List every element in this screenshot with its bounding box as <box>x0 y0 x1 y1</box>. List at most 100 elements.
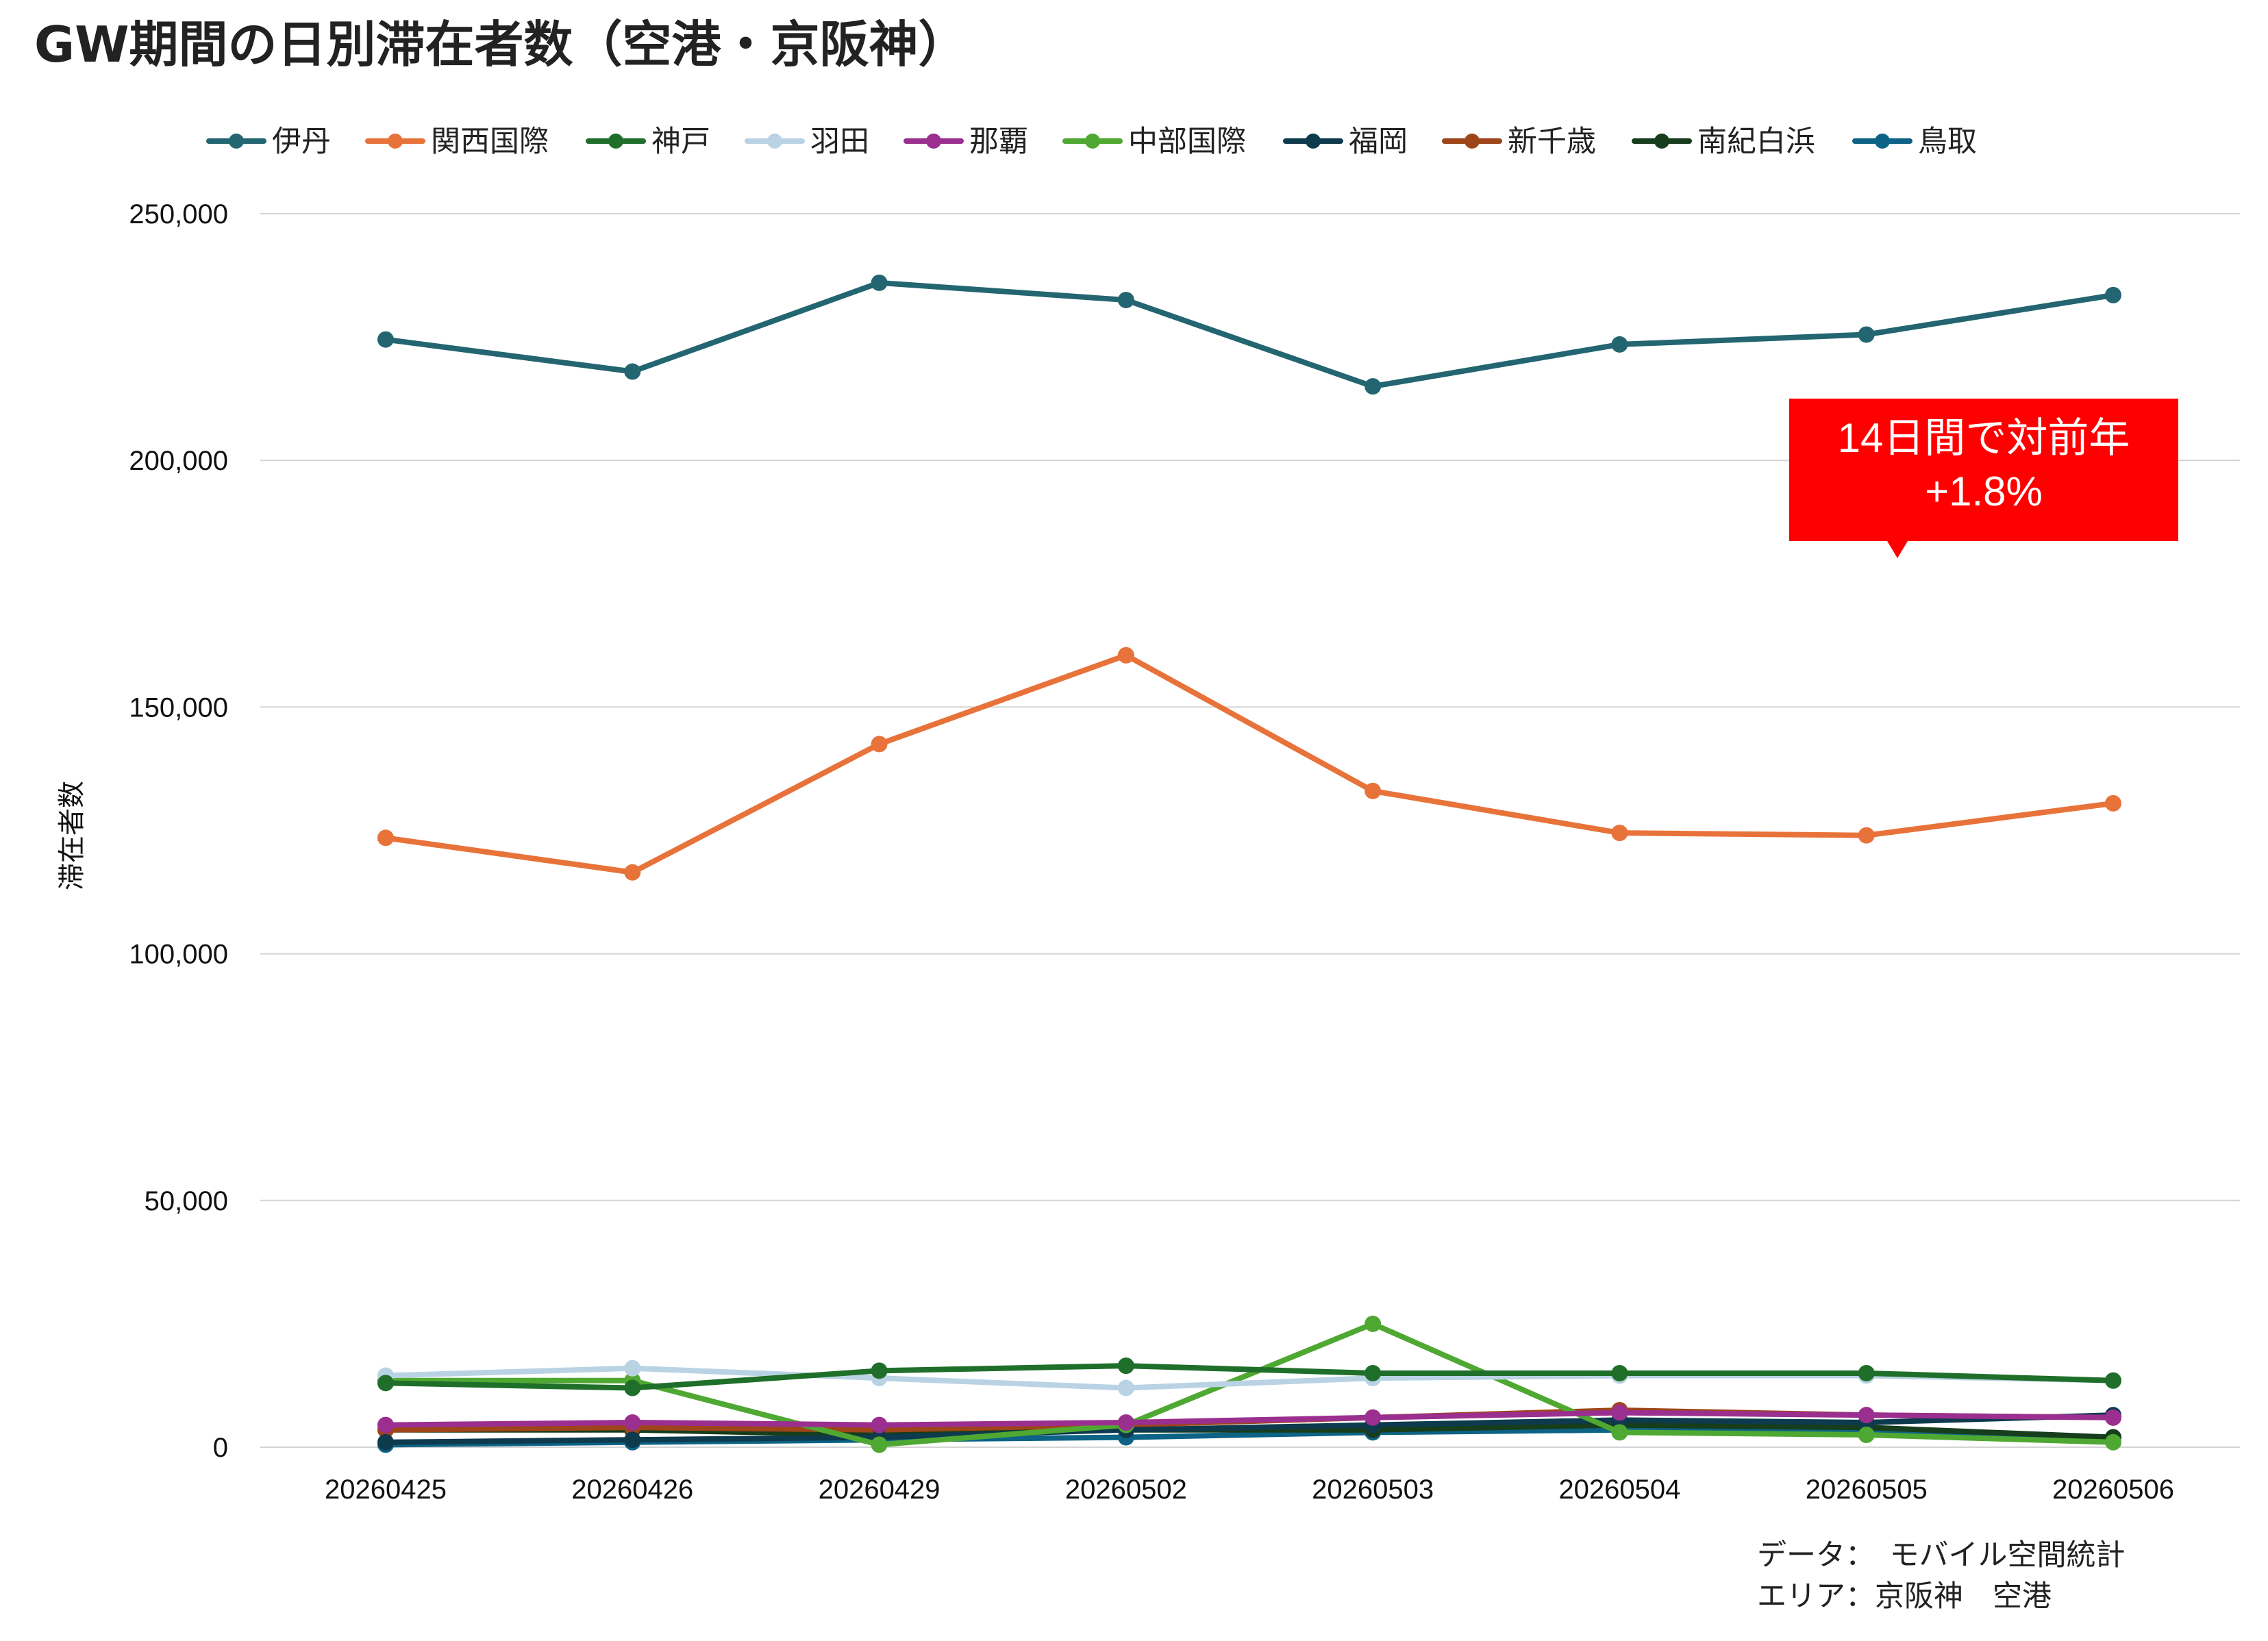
x-tick-label: 20260506 <box>2052 1475 2174 1505</box>
series-lines <box>377 274 2121 1453</box>
series-line <box>383 1412 2116 1445</box>
y-tick-label: 50,000 <box>145 1186 228 1216</box>
legend-item: 中部国際 <box>1062 125 1246 159</box>
legend-item: 新千歳 <box>1442 125 1596 159</box>
y-axis: 0 50,000 100,000 150,000 200,000 250,000 <box>129 199 228 1463</box>
data-point <box>1117 1357 1134 1375</box>
data-point <box>1364 1315 1382 1332</box>
data-point <box>2105 794 2121 812</box>
data-point <box>377 829 394 847</box>
y-tick-label: 100,000 <box>129 940 228 970</box>
legend-swatch-marker <box>1465 134 1480 149</box>
y-tick-label: 150,000 <box>129 692 228 723</box>
data-point <box>2105 1409 2121 1426</box>
series <box>377 1404 2121 1433</box>
data-point <box>624 1360 641 1377</box>
series-line <box>383 1410 2116 1428</box>
x-axis: 20260425 20260426 20260429 20260502 20260503… <box>325 1475 2174 1505</box>
legend-item: 鳥取 <box>1852 125 1977 159</box>
y-tick-label: 200,000 <box>129 446 228 476</box>
data-point <box>1117 1414 1134 1431</box>
legend-swatch-marker <box>1085 134 1100 149</box>
legend-item: 那覇 <box>904 125 1028 159</box>
legend: 伊丹 関西国際 神戸 羽田 那覇 中部国際 福岡 新千歳 南紀白浜 鳥取 <box>206 125 1977 159</box>
legend-label: 中部国際 <box>1128 125 1246 159</box>
legend-label: 新千歳 <box>1508 125 1596 159</box>
x-tick-label: 20260425 <box>325 1475 447 1505</box>
legend-item: 羽田 <box>745 125 869 159</box>
legend-label: 神戸 <box>651 125 710 159</box>
data-point <box>1611 1404 1628 1421</box>
data-point <box>1858 326 1875 343</box>
chart-title: GW期間の日別滞在者数（空港・京阪神） <box>34 16 968 73</box>
x-tick-label: 20260429 <box>819 1475 940 1505</box>
series <box>377 1357 2121 1396</box>
legend-label: 鳥取 <box>1918 125 1977 159</box>
data-point <box>1611 825 1628 842</box>
legend-label: 伊丹 <box>272 125 331 159</box>
data-point <box>1117 647 1134 664</box>
legend-label: 羽田 <box>810 125 869 159</box>
data-point <box>1611 336 1628 353</box>
data-point <box>1611 1424 1628 1441</box>
legend-label: 南紀白浜 <box>1697 125 1815 159</box>
series-line <box>383 1320 2116 1448</box>
x-tick-label: 20260503 <box>1312 1475 1434 1505</box>
data-point <box>624 864 641 881</box>
series <box>377 274 2121 395</box>
x-tick-label: 20260502 <box>1065 1475 1187 1505</box>
legend-item: 伊丹 <box>206 125 331 159</box>
data-point <box>377 1375 394 1392</box>
legend-swatch-marker <box>1306 134 1321 149</box>
legend-label: 那覇 <box>969 125 1028 159</box>
y-tick-label: 0 <box>213 1433 228 1463</box>
callout-line-2: +1.8% <box>1925 468 2043 514</box>
area-note: エリア：京阪神 空港 <box>1757 1579 2052 1614</box>
data-point <box>377 1433 394 1451</box>
data-point <box>624 1431 641 1449</box>
data-point <box>1364 782 1382 799</box>
data-point <box>871 1436 888 1453</box>
annotation-callout: 14日間で対前年 +1.8% <box>1789 399 2178 558</box>
legend-swatch-marker <box>608 134 623 149</box>
series <box>377 647 2121 881</box>
x-tick-label: 20260426 <box>571 1475 693 1505</box>
data-point <box>871 274 888 291</box>
legend-swatch-marker <box>926 134 941 149</box>
legend-swatch-marker <box>388 134 403 149</box>
legend-swatch-marker <box>1654 134 1669 149</box>
data-point <box>1364 1364 1382 1381</box>
data-point <box>1117 1379 1134 1396</box>
data-point <box>624 1379 641 1396</box>
legend-item: 福岡 <box>1283 125 1408 159</box>
y-tick-label: 250,000 <box>129 199 228 229</box>
data-point <box>1858 1364 1875 1381</box>
legend-swatch-marker <box>1875 134 1890 149</box>
legend-item: 神戸 <box>586 125 710 159</box>
x-tick-label: 20260505 <box>1806 1475 1928 1505</box>
data-point <box>871 1416 888 1433</box>
data-point <box>377 1416 394 1433</box>
legend-label: 関西国際 <box>431 125 549 159</box>
data-point <box>2105 1372 2121 1389</box>
data-point <box>1858 1407 1875 1424</box>
data-point <box>1364 378 1382 395</box>
data-point <box>1858 1426 1875 1443</box>
series-line <box>383 279 2116 390</box>
legend-item: 関西国際 <box>365 125 549 159</box>
legend-swatch-marker <box>229 134 244 149</box>
callout-line-1: 14日間で対前年 <box>1838 415 2130 461</box>
data-point <box>624 1414 641 1431</box>
data-point <box>871 736 888 753</box>
legend-label: 福岡 <box>1349 125 1408 159</box>
series-line <box>383 652 2116 875</box>
legend-swatch-marker <box>767 134 782 149</box>
data-source-note: データ： モバイル空間統計 <box>1757 1538 2126 1573</box>
series-line <box>383 1363 2116 1391</box>
data-point <box>1611 1364 1628 1381</box>
y-axis-label: 滞在者数 <box>56 781 88 890</box>
data-point <box>2105 286 2121 303</box>
data-point <box>2105 1433 2121 1451</box>
data-point <box>1117 292 1134 309</box>
